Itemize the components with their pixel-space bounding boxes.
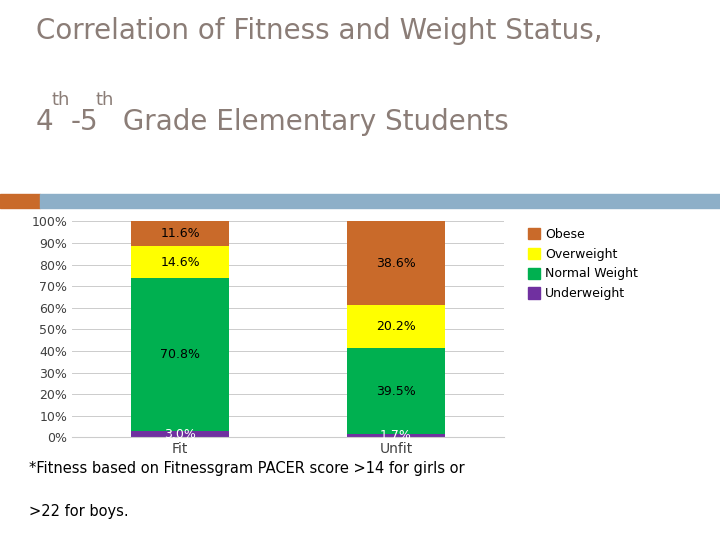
Text: 38.6%: 38.6% (376, 256, 416, 269)
Text: 3.0%: 3.0% (164, 428, 196, 441)
Text: 70.8%: 70.8% (160, 348, 200, 361)
Bar (347, 348, 444, 434)
Text: th: th (95, 91, 114, 109)
Text: >22 for boys.: >22 for boys. (29, 504, 128, 519)
Bar (347, 434, 444, 437)
Text: -5: -5 (71, 108, 98, 136)
Text: th: th (52, 91, 71, 109)
Text: Grade Elementary Students: Grade Elementary Students (114, 108, 508, 136)
Bar (132, 278, 229, 431)
Bar (132, 221, 229, 246)
Text: 11.6%: 11.6% (160, 227, 200, 240)
Bar (132, 246, 229, 278)
Text: 39.5%: 39.5% (376, 384, 416, 397)
Text: Correlation of Fitness and Weight Status,: Correlation of Fitness and Weight Status… (36, 17, 603, 45)
Text: 1.7%: 1.7% (380, 429, 412, 442)
Legend: Obese, Overweight, Normal Weight, Underweight: Obese, Overweight, Normal Weight, Underw… (528, 228, 638, 300)
Bar (347, 305, 444, 348)
Text: 4: 4 (36, 108, 53, 136)
Text: 14.6%: 14.6% (160, 256, 200, 269)
Text: 20.2%: 20.2% (376, 320, 416, 333)
Bar (347, 221, 444, 305)
Bar (132, 431, 229, 437)
Text: *Fitness based on Fitnessgram PACER score >14 for girls or: *Fitness based on Fitnessgram PACER scor… (29, 461, 464, 476)
